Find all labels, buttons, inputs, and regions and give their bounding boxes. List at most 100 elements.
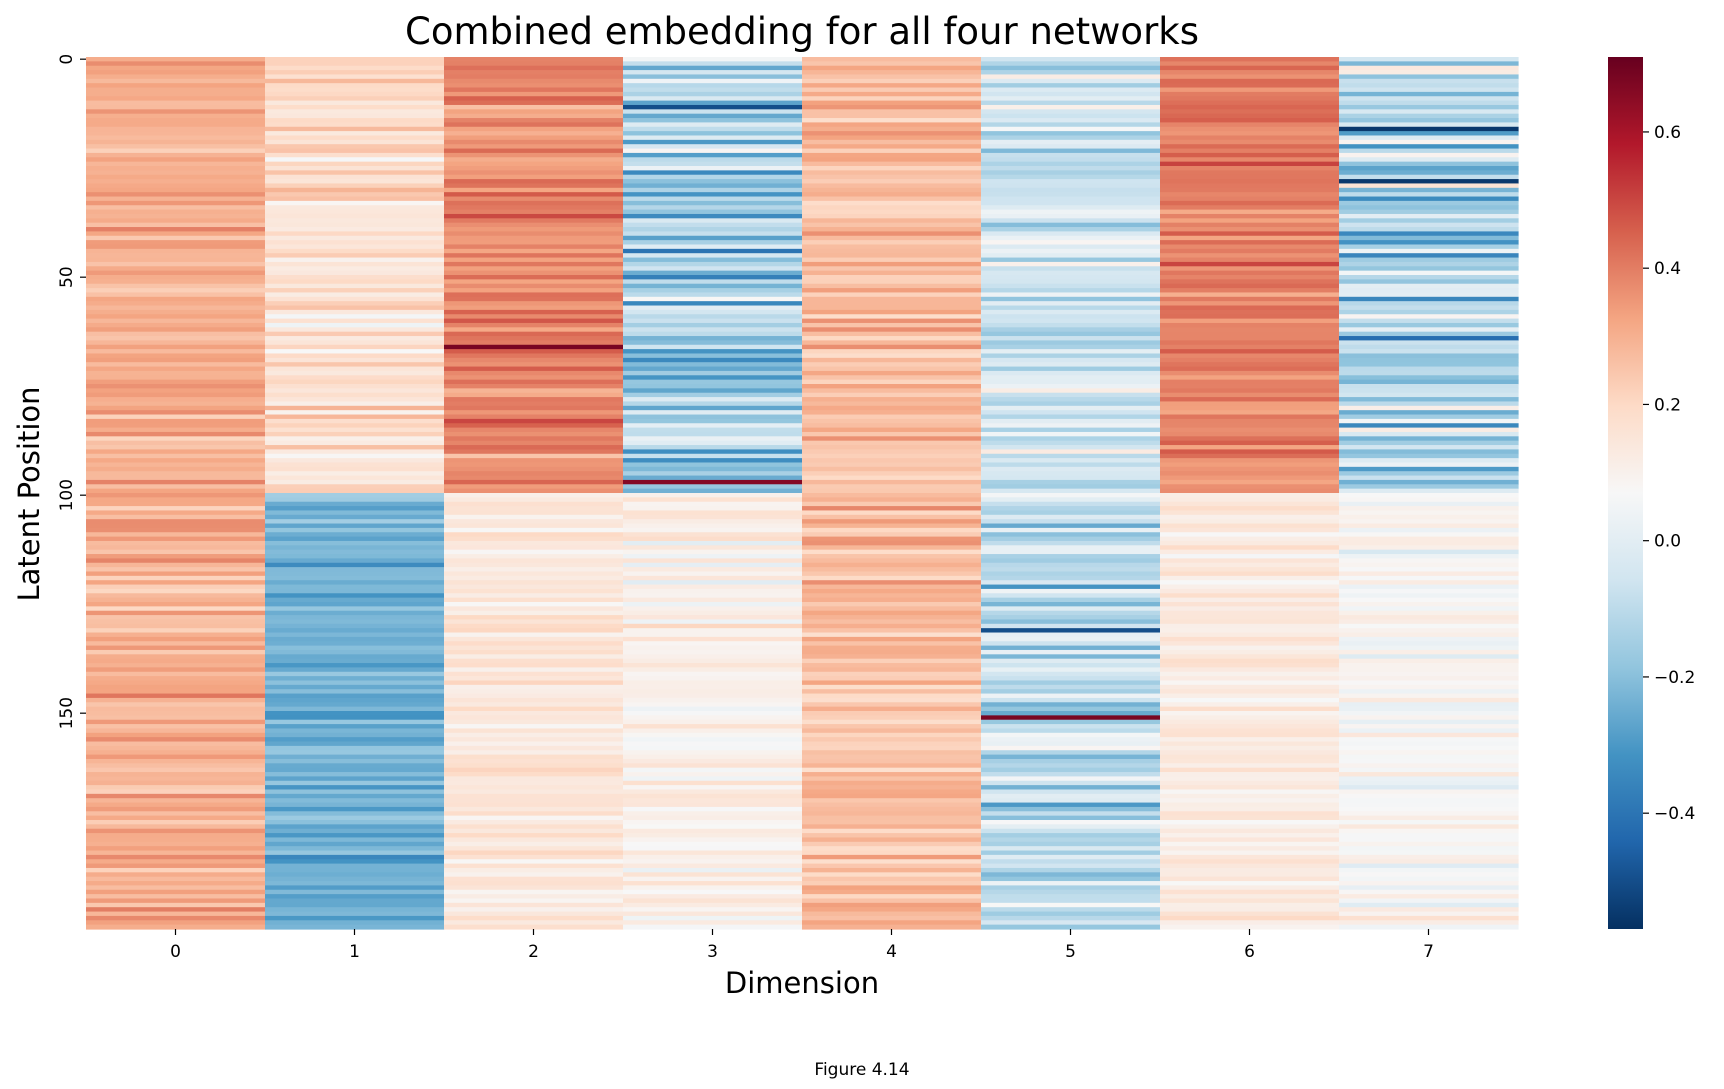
heatmap-cell [1160, 170, 1340, 176]
heatmap-cell [265, 828, 445, 834]
heatmap-cell [802, 510, 982, 516]
heatmap-cell [86, 288, 266, 294]
heatmap-cell [265, 754, 445, 760]
heatmap-cell [265, 113, 445, 119]
heatmap-cell [86, 410, 266, 416]
heatmap-cell [981, 362, 1161, 368]
heatmap-cell [1160, 213, 1340, 219]
heatmap-cell [623, 667, 803, 673]
heatmap-cell [1339, 697, 1519, 703]
heatmap-cell [1160, 436, 1340, 442]
heatmap-cell [86, 715, 266, 721]
heatmap-cell [802, 266, 982, 272]
heatmap-cell [623, 902, 803, 908]
heatmap-cell [86, 275, 266, 280]
heatmap-cell [444, 157, 624, 163]
heatmap-cell [265, 397, 445, 403]
heatmap-cell [802, 501, 982, 507]
heatmap-cell [1160, 200, 1340, 206]
heatmap-cell [623, 885, 803, 891]
heatmap-cell [265, 841, 445, 847]
heatmap-cell [1339, 144, 1519, 150]
heatmap-cell [802, 270, 982, 276]
heatmap-cells [86, 57, 1519, 930]
heatmap-cell [1339, 785, 1519, 791]
heatmap-cell [623, 719, 803, 725]
heatmap-cell [623, 157, 803, 163]
heatmap-cell [1339, 353, 1519, 359]
heatmap-cell [444, 915, 624, 921]
heatmap-cell [1339, 684, 1519, 690]
heatmap-cell [1339, 920, 1519, 926]
heatmap-cell [981, 462, 1161, 468]
heatmap-cell [1160, 606, 1340, 612]
heatmap-cell [802, 715, 982, 721]
heatmap-cell [1339, 527, 1519, 533]
heatmap-cell [1160, 898, 1340, 904]
heatmap-cell [802, 118, 982, 123]
heatmap-cell [802, 283, 982, 289]
heatmap-cell [623, 340, 803, 346]
heatmap-cell [444, 671, 624, 677]
heatmap-cell [1339, 427, 1519, 433]
heatmap-cell [1339, 436, 1519, 442]
heatmap-cell [444, 593, 624, 599]
heatmap-cell [86, 510, 266, 516]
heatmap-cell [86, 789, 266, 795]
heatmap-cell [86, 157, 266, 163]
heatmap-cell [623, 619, 803, 625]
heatmap-cell [265, 475, 445, 481]
heatmap-cell [444, 174, 624, 180]
heatmap-cell [981, 340, 1161, 346]
heatmap-cell [86, 314, 266, 320]
heatmap-cell [1160, 636, 1340, 642]
heatmap-cell [981, 815, 1161, 821]
heatmap-cell [1339, 322, 1519, 328]
heatmap-cell [1339, 798, 1519, 804]
heatmap-cell [1339, 506, 1519, 512]
heatmap-cell [802, 898, 982, 904]
heatmap-cell [802, 174, 982, 180]
heatmap-cell [623, 506, 803, 512]
heatmap-cell [802, 135, 982, 141]
heatmap-cell [86, 850, 266, 856]
heatmap-cell [1339, 885, 1519, 891]
heatmap-cell [1339, 196, 1519, 202]
heatmap-cell [1339, 471, 1519, 477]
heatmap-cell [1339, 405, 1519, 411]
heatmap-cell [444, 357, 624, 363]
heatmap-cell [265, 174, 445, 180]
heatmap-cell [1160, 798, 1340, 804]
heatmap-cell [1339, 357, 1519, 363]
heatmap-cell [1160, 152, 1340, 158]
heatmap-cell [802, 113, 982, 119]
heatmap-cell [86, 654, 266, 660]
heatmap-cell [1160, 418, 1340, 424]
heatmap-cell [1339, 536, 1519, 542]
heatmap-cell [1160, 427, 1340, 433]
heatmap-cell [265, 545, 445, 551]
heatmap-cell [86, 881, 266, 886]
heatmap-cell [802, 567, 982, 573]
heatmap-cell [1339, 57, 1519, 62]
heatmap-cell [1339, 763, 1519, 769]
heatmap-cell [802, 61, 982, 67]
heatmap-cell [444, 488, 624, 494]
heatmap-cell [981, 314, 1161, 320]
heatmap-cell [444, 131, 624, 137]
heatmap-cell [265, 663, 445, 668]
heatmap-cell [444, 70, 624, 76]
heatmap-cell [265, 349, 445, 355]
heatmap-cell [86, 327, 266, 333]
heatmap-cell [1160, 549, 1340, 555]
y-tick-label: 150 [57, 697, 77, 729]
heatmap-cell [265, 196, 445, 202]
heatmap-cell [1160, 780, 1340, 786]
heatmap-cell [444, 57, 624, 62]
heatmap-cell [265, 497, 445, 503]
heatmap-cell [265, 414, 445, 420]
heatmap-cell [802, 523, 982, 529]
heatmap-cell [802, 758, 982, 764]
heatmap-cell [86, 854, 266, 860]
heatmap-cell [623, 218, 803, 224]
